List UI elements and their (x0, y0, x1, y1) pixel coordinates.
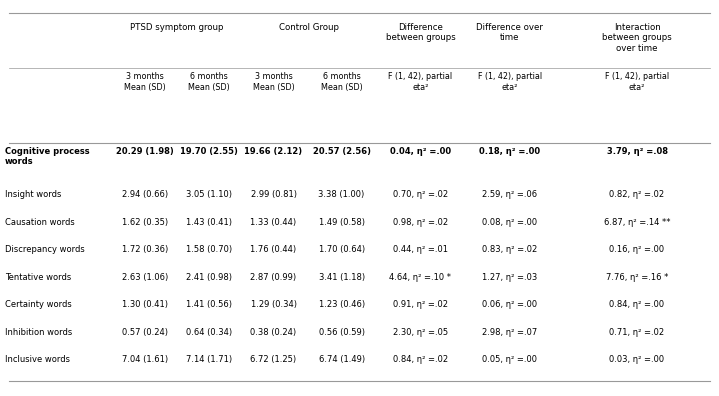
Text: Tentative words: Tentative words (5, 273, 71, 282)
Text: 1.70 (0.64): 1.70 (0.64) (319, 245, 365, 254)
Text: 1.62 (0.35): 1.62 (0.35) (122, 218, 168, 227)
Text: 0.18, η² =.00: 0.18, η² =.00 (480, 147, 541, 156)
Text: 3 months
Mean (SD): 3 months Mean (SD) (124, 72, 165, 91)
Text: Discrepancy words: Discrepancy words (5, 245, 85, 254)
Text: Cognitive process
words: Cognitive process words (5, 147, 90, 166)
Text: 0.91, η² =.02: 0.91, η² =.02 (393, 300, 448, 309)
Text: 6.87, η² =.14 **: 6.87, η² =.14 ** (604, 218, 670, 227)
Text: 0.84, η² =.02: 0.84, η² =.02 (393, 355, 448, 364)
Text: Control Group: Control Group (280, 23, 339, 32)
Text: 2.99 (0.81): 2.99 (0.81) (250, 190, 296, 199)
Text: 0.06, η² =.00: 0.06, η² =.00 (482, 300, 538, 309)
Text: 20.29 (1.98): 20.29 (1.98) (116, 147, 173, 156)
Text: 19.66 (2.12): 19.66 (2.12) (244, 147, 303, 156)
Text: 2.30, η² =.05: 2.30, η² =.05 (393, 328, 448, 337)
Text: 4.64, η² =.10 *: 4.64, η² =.10 * (390, 273, 452, 282)
Text: 6 months
Mean (SD): 6 months Mean (SD) (321, 72, 362, 91)
Text: 3.38 (1.00): 3.38 (1.00) (319, 190, 365, 199)
Text: 0.44, η² =.01: 0.44, η² =.01 (393, 245, 448, 254)
Text: 0.98, η² =.02: 0.98, η² =.02 (393, 218, 448, 227)
Text: 3.41 (1.18): 3.41 (1.18) (319, 273, 365, 282)
Text: 0.05, η² =.00: 0.05, η² =.00 (482, 355, 537, 364)
Text: 1.41 (0.56): 1.41 (0.56) (186, 300, 232, 309)
Text: 0.08, η² =.00: 0.08, η² =.00 (482, 218, 538, 227)
Text: Certainty words: Certainty words (5, 300, 72, 309)
Text: 0.57 (0.24): 0.57 (0.24) (122, 328, 168, 337)
Text: 7.14 (1.71): 7.14 (1.71) (186, 355, 232, 364)
Text: F (1, 42), partial
eta²: F (1, 42), partial eta² (388, 72, 452, 91)
Text: 1.72 (0.36): 1.72 (0.36) (122, 245, 168, 254)
Text: F (1, 42), partial
eta²: F (1, 42), partial eta² (605, 72, 669, 91)
Text: 0.38 (0.24): 0.38 (0.24) (250, 328, 297, 337)
Text: 3.05 (1.10): 3.05 (1.10) (186, 190, 232, 199)
Text: 6 months
Mean (SD): 6 months Mean (SD) (188, 72, 230, 91)
Text: 1.23 (0.46): 1.23 (0.46) (319, 300, 365, 309)
Text: 0.64 (0.34): 0.64 (0.34) (186, 328, 232, 337)
Text: Difference over
time: Difference over time (477, 23, 544, 42)
Text: 1.43 (0.41): 1.43 (0.41) (186, 218, 232, 227)
Text: 7.04 (1.61): 7.04 (1.61) (122, 355, 168, 364)
Text: 0.84, η² =.00: 0.84, η² =.00 (610, 300, 664, 309)
Text: 0.16, η² =.00: 0.16, η² =.00 (610, 245, 664, 254)
Text: Inclusive words: Inclusive words (5, 355, 70, 364)
Text: 0.70, η² =.02: 0.70, η² =.02 (393, 190, 448, 199)
Text: 0.56 (0.59): 0.56 (0.59) (319, 328, 365, 337)
Text: 20.57 (2.56): 20.57 (2.56) (313, 147, 370, 156)
Text: 0.04, η² =.00: 0.04, η² =.00 (390, 147, 451, 156)
Text: 1.27, η² =.03: 1.27, η² =.03 (482, 273, 538, 282)
Text: 1.33 (0.44): 1.33 (0.44) (250, 218, 297, 227)
Text: 1.58 (0.70): 1.58 (0.70) (186, 245, 232, 254)
Text: Inhibition words: Inhibition words (5, 328, 72, 337)
Text: 2.98, η² =.07: 2.98, η² =.07 (482, 328, 538, 337)
Text: 2.87 (0.99): 2.87 (0.99) (250, 273, 297, 282)
Text: F (1, 42), partial
eta²: F (1, 42), partial eta² (478, 72, 542, 91)
Text: 2.59, η² =.06: 2.59, η² =.06 (482, 190, 538, 199)
Text: 1.29 (0.34): 1.29 (0.34) (250, 300, 296, 309)
Text: 1.49 (0.58): 1.49 (0.58) (319, 218, 365, 227)
Text: 2.41 (0.98): 2.41 (0.98) (186, 273, 232, 282)
Text: Causation words: Causation words (5, 218, 75, 227)
Text: 19.70 (2.55): 19.70 (2.55) (180, 147, 238, 156)
Text: PTSD symptom group: PTSD symptom group (130, 23, 224, 32)
Text: 2.94 (0.66): 2.94 (0.66) (122, 190, 168, 199)
Text: 3.79, η² =.08: 3.79, η² =.08 (607, 147, 667, 156)
Text: 0.83, η² =.02: 0.83, η² =.02 (482, 245, 538, 254)
Text: 6.74 (1.49): 6.74 (1.49) (319, 355, 365, 364)
Text: 0.82, η² =.02: 0.82, η² =.02 (610, 190, 664, 199)
Text: Insight words: Insight words (5, 190, 61, 199)
Text: 3 months
Mean (SD): 3 months Mean (SD) (252, 72, 294, 91)
Text: 6.72 (1.25): 6.72 (1.25) (250, 355, 297, 364)
Text: 0.71, η² =.02: 0.71, η² =.02 (610, 328, 664, 337)
Text: Difference
between groups: Difference between groups (385, 23, 455, 42)
Text: 2.63 (1.06): 2.63 (1.06) (122, 273, 168, 282)
Text: Interaction
between groups
over time: Interaction between groups over time (602, 23, 672, 53)
Text: 1.30 (0.41): 1.30 (0.41) (122, 300, 168, 309)
Text: 7.76, η² =.16 *: 7.76, η² =.16 * (606, 273, 668, 282)
Text: 0.03, η² =.00: 0.03, η² =.00 (610, 355, 664, 364)
Text: 1.76 (0.44): 1.76 (0.44) (250, 245, 297, 254)
